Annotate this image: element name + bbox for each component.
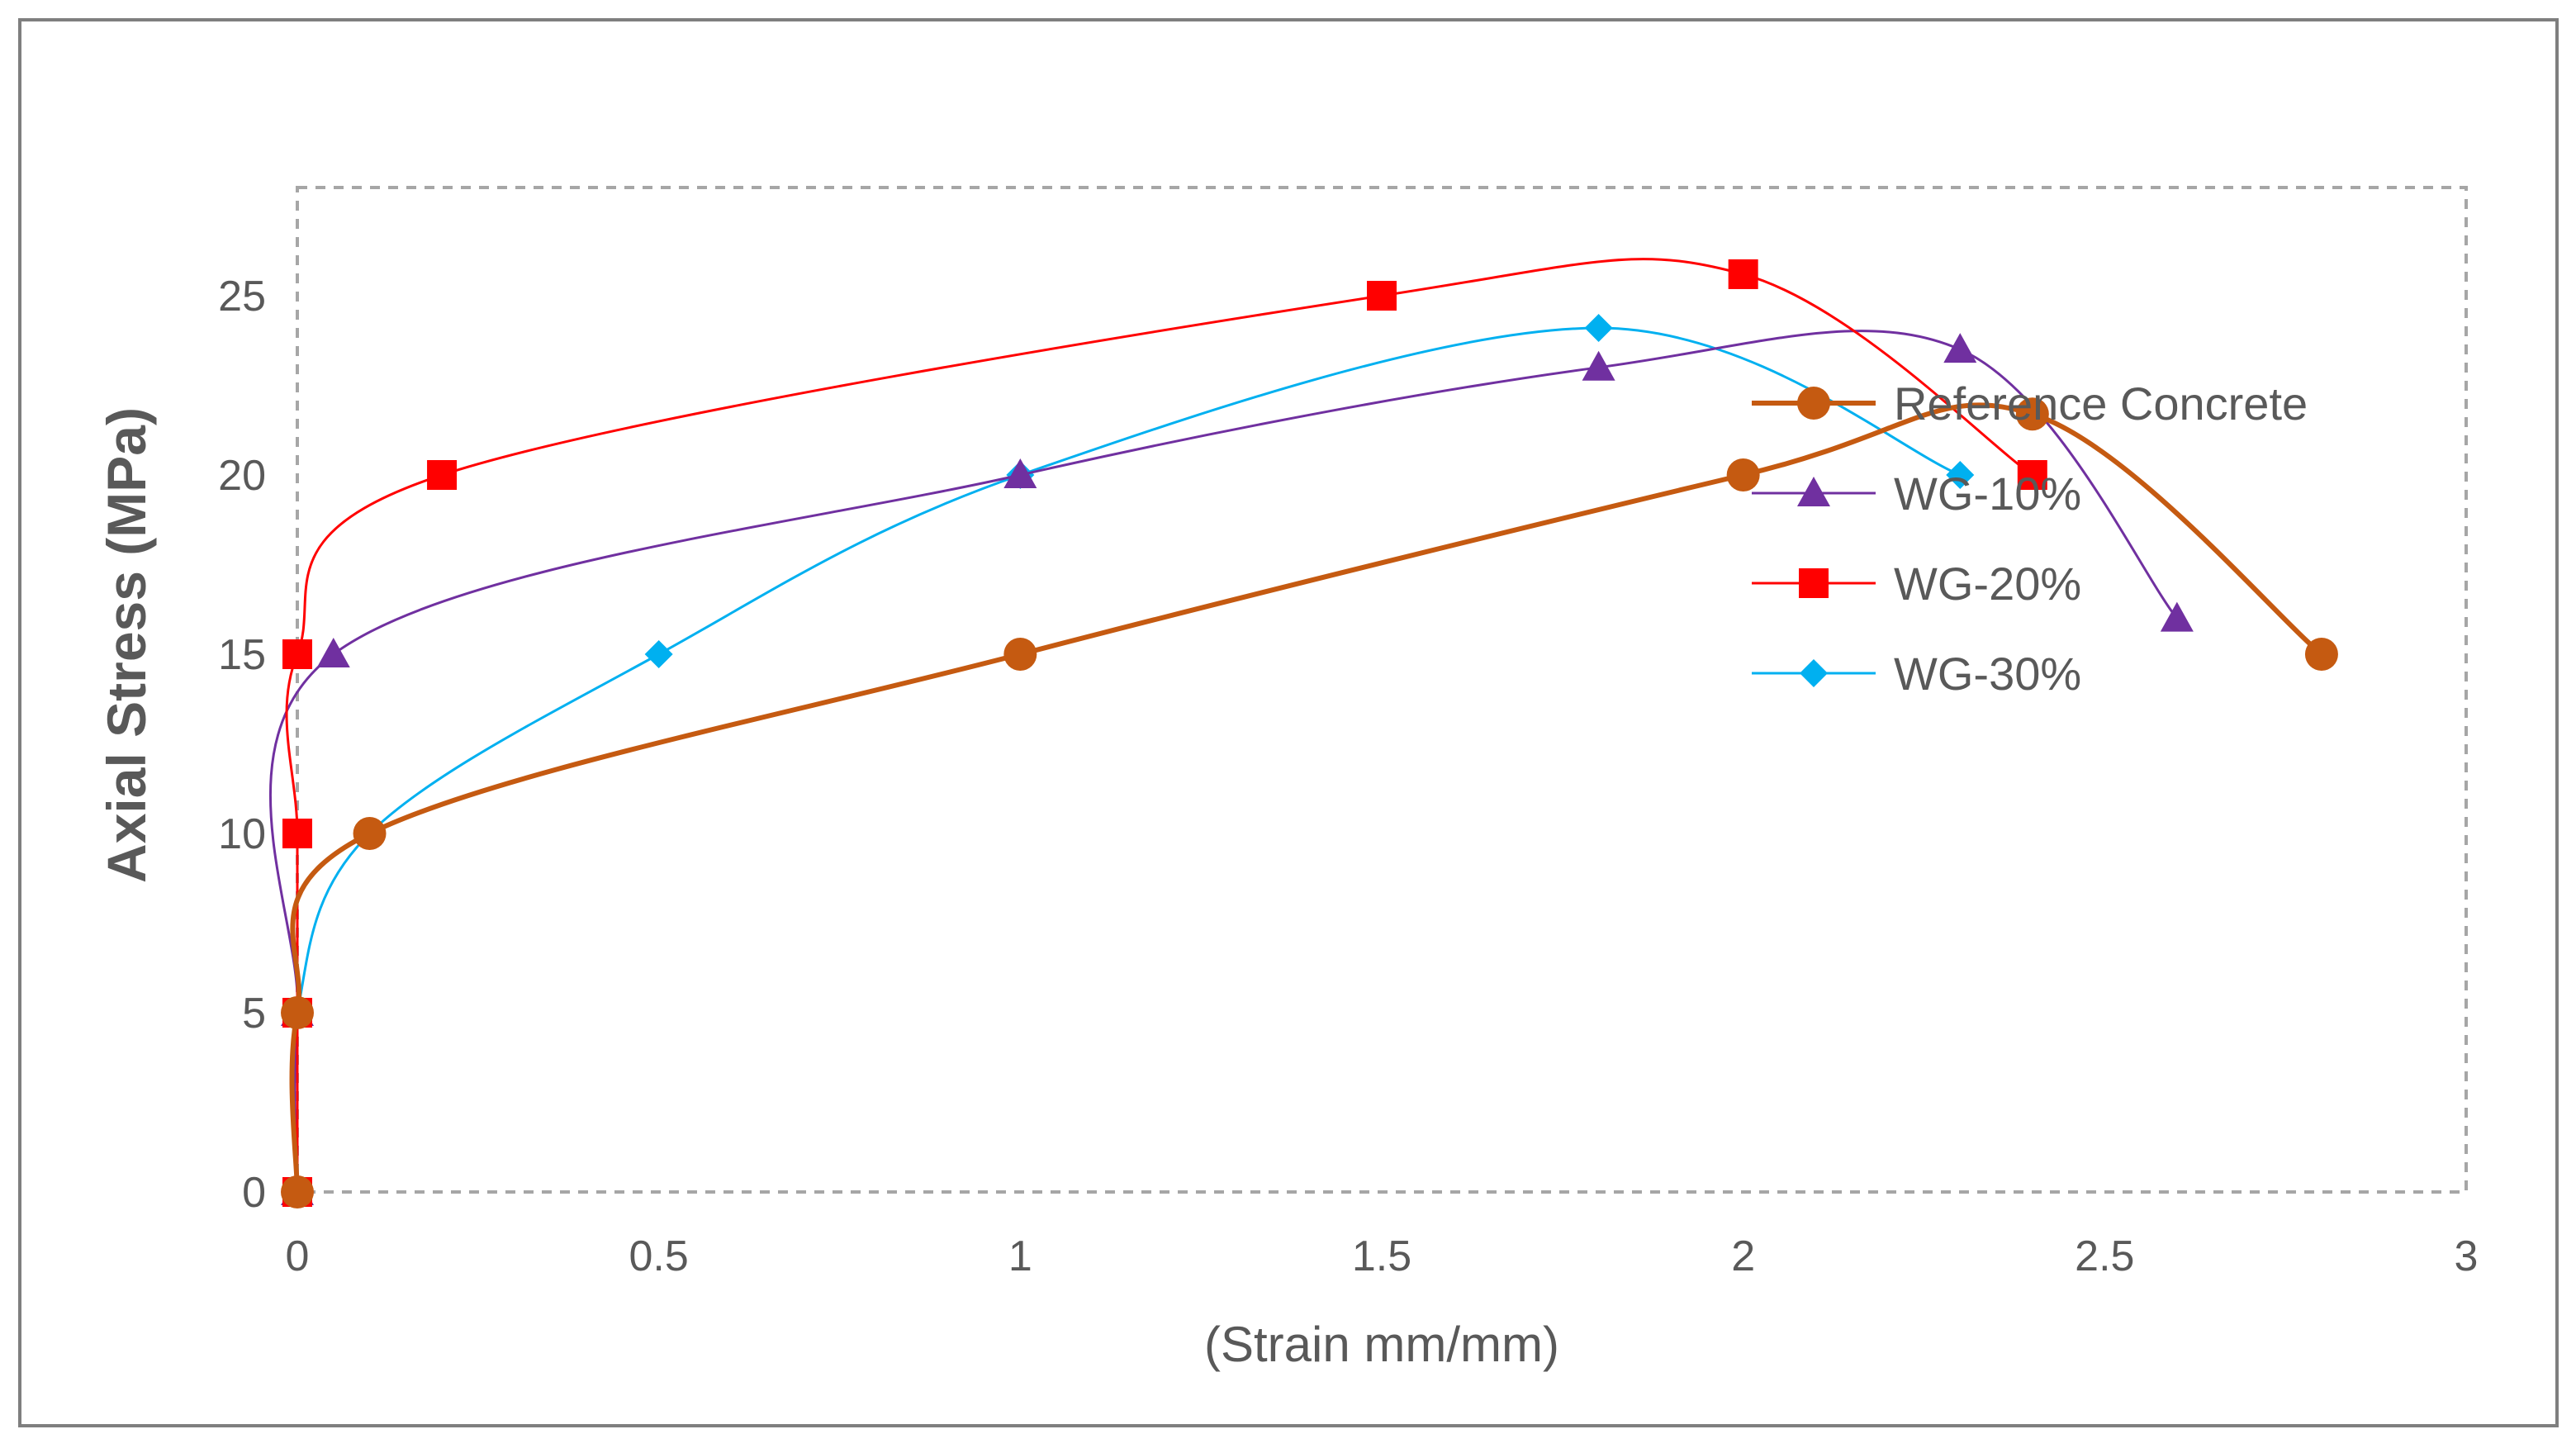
legend-item: Reference Concrete [1752,377,2308,430]
y-tick-label: 20 [218,452,266,500]
legend-label: WG-10% [1894,468,2081,520]
chart-svg: 0 0.5 1 1.5 2 2.5 3 0 5 10 15 20 25 (Strain mm/mm) A… [96,186,2478,1372]
legend-item: WG-30% [1752,648,2081,700]
legend-label: Reference Concrete [1894,377,2308,430]
data-point [316,638,350,667]
data-point [1726,458,1760,491]
x-tick-label: 2.5 [2075,1232,2134,1280]
y-tick-label: 10 [218,810,266,858]
x-tick-label: 3 [2455,1232,2479,1280]
series-reference-concrete [281,397,2338,1208]
data-point [2160,601,2194,632]
chart-frame: 0 0.5 1 1.5 2 2.5 3 0 5 10 15 20 25 (Strain mm/mm) A… [18,18,2559,1427]
x-tick-label: 2 [1731,1232,1755,1280]
data-point [2017,460,2047,490]
data-point [1367,281,1397,311]
y-axis-title: Axial Stress (MPa) [96,407,157,883]
series-layer [268,258,2338,1208]
series-line [291,326,1961,1193]
y-tick-label: 0 [242,1169,266,1217]
data-point [281,1175,314,1208]
legend: Reference Concrete WG-10% WG-20% WG-30% [1752,377,2308,700]
series-line [285,258,2033,1192]
data-point [282,639,312,669]
plot-area-border [296,186,2468,1194]
series-line [268,330,2179,1193]
data-point [1584,314,1613,343]
series-line [289,402,2323,1193]
data-point [1946,461,1975,489]
legend-item: WG-20% [1752,558,2081,610]
data-point [1728,259,1758,289]
legend-label: WG-20% [1894,558,2081,610]
legend-marker [1797,387,1830,420]
x-tick-label: 1 [1008,1232,1032,1280]
legend-marker [1800,659,1828,687]
y-tick-label: 5 [242,990,266,1038]
data-point [281,996,314,1029]
legend-marker [1797,477,1830,506]
data-point [2015,397,2049,431]
x-tick-label: 0.5 [629,1232,689,1280]
data-point [282,819,312,848]
data-point [1003,638,1037,671]
ticks-layer: 0 0.5 1 1.5 2 2.5 3 0 5 10 15 20 25 [218,273,2478,1280]
legend-marker [1799,568,1829,598]
legend-label: WG-30% [1894,648,2081,700]
data-point [427,460,458,490]
data-point [2304,638,2338,671]
data-point [1003,458,1037,488]
x-tick-label: 0 [286,1232,310,1280]
data-point [644,640,673,668]
x-tick-label: 1.5 [1352,1232,1411,1280]
data-point [1582,350,1615,381]
data-point [1943,333,1977,363]
legend-item: WG-10% [1752,468,2081,520]
data-point [353,817,387,850]
x-axis-title: (Strain mm/mm) [1204,1317,1559,1372]
y-tick-label: 25 [218,273,266,321]
y-tick-label: 15 [218,631,266,679]
